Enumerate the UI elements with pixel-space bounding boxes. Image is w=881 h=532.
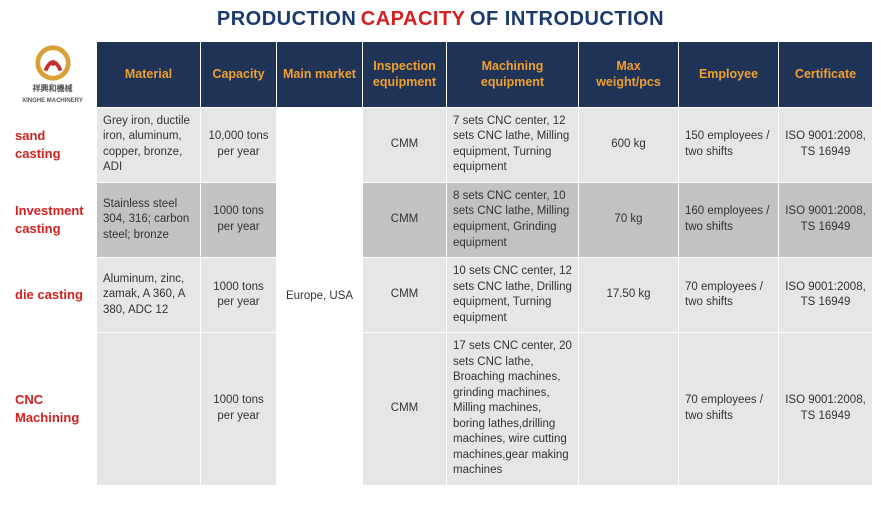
cell-capacity: 1000 tons per year — [201, 333, 277, 486]
cell-material: Aluminum, zinc, zamak, A 360, A 380, ADC… — [97, 258, 201, 333]
col-maxweight: Max weight/pcs — [579, 42, 679, 108]
cell-material: Stainless steel 304, 316; carbon steel; … — [97, 182, 201, 257]
table-row: sand casting Grey iron, ductile iron, al… — [9, 107, 873, 182]
cell-maxweight: 70 kg — [579, 182, 679, 257]
cell-machining: 7 sets CNC center, 12 sets CNC lathe, Mi… — [447, 107, 579, 182]
capacity-table: 祥興和機械 XINGHE MACHINERY Material Capacity… — [8, 41, 873, 486]
col-certificate: Certificate — [779, 42, 873, 108]
title-part3: OF INTRODUCTION — [470, 8, 664, 30]
row-name: sand casting — [9, 107, 97, 182]
cell-maxweight — [579, 333, 679, 486]
cell-employee: 70 employees / two shifts — [679, 258, 779, 333]
cell-inspection: CMM — [363, 182, 447, 257]
cell-machining: 8 sets CNC center, 10 sets CNC lathe, Mi… — [447, 182, 579, 257]
col-market: Main market — [277, 42, 363, 108]
logo-text-en: XINGHE MACHINERY — [22, 97, 83, 105]
col-inspection: Inspection equipment — [363, 42, 447, 108]
cell-maxweight: 17.50 kg — [579, 258, 679, 333]
cell-material — [97, 333, 201, 486]
cell-machining: 17 sets CNC center, 20 sets CNC lathe, B… — [447, 333, 579, 486]
row-name: die casting — [9, 258, 97, 333]
cell-maxweight: 600 kg — [579, 107, 679, 182]
col-employee: Employee — [679, 42, 779, 108]
cell-inspection: CMM — [363, 107, 447, 182]
col-capacity: Capacity — [201, 42, 277, 108]
cell-certificate: ISO 9001:2008, TS 16949 — [779, 258, 873, 333]
cell-employee: 70 employees / two shifts — [679, 333, 779, 486]
page-title: PRODUCTION CAPACITY OF INTRODUCTION — [0, 0, 881, 41]
col-material: Material — [97, 42, 201, 108]
cell-certificate: ISO 9001:2008, TS 16949 — [779, 182, 873, 257]
cell-inspection: CMM — [363, 333, 447, 486]
logo-cell: 祥興和機械 XINGHE MACHINERY — [9, 42, 97, 108]
cell-certificate: ISO 9001:2008, TS 16949 — [779, 107, 873, 182]
cell-machining: 10 sets CNC center, 12 sets CNC lathe, D… — [447, 258, 579, 333]
title-part1: PRODUCTION — [217, 8, 356, 30]
cell-market-merged: Europe, USA — [277, 107, 363, 485]
row-name: CNC Machining — [9, 333, 97, 486]
cell-capacity: 10,000 tons per year — [201, 107, 277, 182]
cell-material: Grey iron, ductile iron, aluminum, coppe… — [97, 107, 201, 182]
company-logo-icon — [34, 44, 72, 82]
cell-employee: 160 employees / two shifts — [679, 182, 779, 257]
cell-employee: 150 employees / two shifts — [679, 107, 779, 182]
table-row: CNC Machining 1000 tons per year CMM 17 … — [9, 333, 873, 486]
cell-certificate: ISO 9001:2008, TS 16949 — [779, 333, 873, 486]
logo-text-cn: 祥興和機械 — [33, 84, 73, 95]
cell-capacity: 1000 tons per year — [201, 258, 277, 333]
cell-inspection: CMM — [363, 258, 447, 333]
table-row: die casting Aluminum, zinc, zamak, A 360… — [9, 258, 873, 333]
header-row: 祥興和機械 XINGHE MACHINERY Material Capacity… — [9, 42, 873, 108]
table-row: Investment casting Stainless steel 304, … — [9, 182, 873, 257]
row-name: Investment casting — [9, 182, 97, 257]
cell-capacity: 1000 tons per year — [201, 182, 277, 257]
col-machining: Machining equipment — [447, 42, 579, 108]
title-part2: CAPACITY — [361, 8, 466, 30]
